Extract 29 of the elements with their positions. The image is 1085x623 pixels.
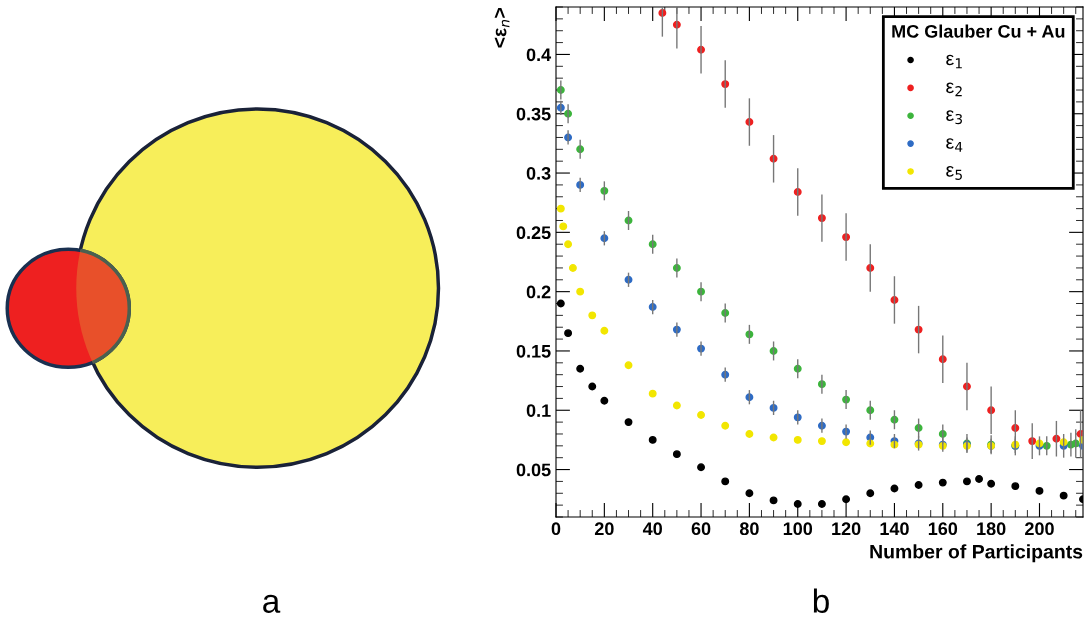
x-tick-label: 80 [739, 522, 759, 536]
y-tick-label: 0.35 [516, 107, 551, 121]
x-axis-title: Number of Participants [870, 544, 1083, 563]
x-tick-label: 160 [928, 522, 958, 536]
x-tick-label: 200 [1025, 522, 1054, 536]
x-tick-label: 0 [551, 522, 561, 536]
legend-label: ε$_{5}$ [946, 166, 962, 180]
y-tick-label: 0.3 [526, 166, 551, 180]
y-tick-label: 0.2 [526, 285, 551, 299]
y-tick-label: 0.1 [526, 404, 551, 417]
x-tick-label: 120 [832, 522, 861, 536]
text: b [813, 588, 829, 613]
legend-label: ε$_{3}$ [946, 110, 962, 125]
legend-title: MC Glauber Cu + Au [892, 24, 1065, 38]
y-tick-label: 0.25 [516, 226, 551, 240]
y-axis-title: <ε$_{n}$> [494, 7, 510, 48]
text: a [263, 594, 281, 613]
x-tick-label: 40 [642, 522, 662, 536]
y-tick-label: 0.05 [516, 463, 551, 477]
legend-label: ε$_{4}$ [946, 138, 963, 152]
x-tick-label: 60 [691, 522, 711, 536]
x-tick-label: 180 [977, 522, 1006, 536]
legend-label: ε$_{2}$ [946, 82, 962, 97]
legend-label: ε$_{1}$ [946, 54, 962, 69]
y-tick-label: 0.15 [516, 344, 551, 358]
y-tick-label: 0.4 [526, 48, 552, 62]
x-tick-label: 20 [594, 522, 614, 536]
x-tick-label: 140 [880, 522, 909, 536]
x-tick-label: 100 [783, 522, 813, 536]
